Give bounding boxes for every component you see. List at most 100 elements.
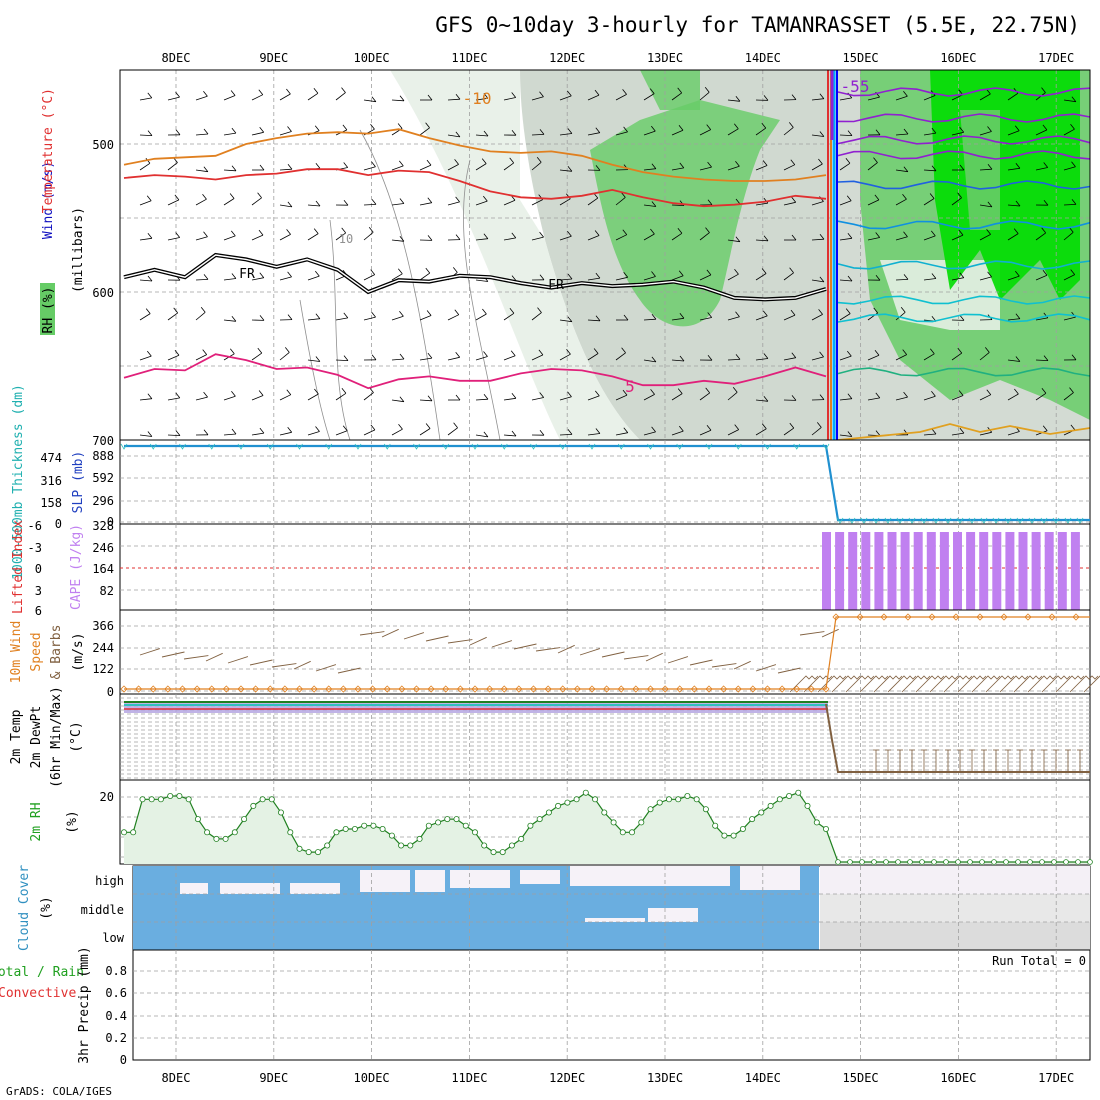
wind-barb — [475, 356, 488, 361]
date-label-bottom: 17DEC — [1038, 1071, 1074, 1085]
wind-barb — [251, 277, 264, 281]
wind-barb-flag — [342, 124, 348, 131]
rh2m-marker — [508, 842, 515, 849]
wind-barb — [615, 131, 628, 136]
date-axis-top: 8DEC 9DEC 10DEC 11DEC 12DEC 13DEC 14DEC 15DEC 16… — [162, 51, 1075, 65]
wind-barb — [727, 316, 740, 321]
wind-barb-flag — [677, 388, 683, 394]
wind-barb — [671, 317, 684, 321]
wind-barb-flag — [259, 127, 265, 133]
wind-barb-flag — [651, 356, 657, 363]
wind-barb-flag — [536, 157, 542, 163]
wind10m-marker — [573, 685, 581, 693]
rh2m-marker — [370, 822, 377, 829]
wind10m-marker — [120, 685, 128, 693]
wind-barb-flag — [481, 158, 487, 164]
wind10m-marker — [603, 685, 611, 693]
wind-barb-flag — [538, 349, 544, 356]
wind-barb-flag — [763, 235, 769, 242]
wind-barb — [475, 163, 487, 171]
wind-barb-flag — [511, 129, 517, 136]
wind-barb-flag — [1013, 228, 1019, 234]
date-label-top: 13DEC — [647, 51, 683, 65]
rh2m-marker — [453, 816, 460, 823]
wind-barb-flag — [259, 272, 265, 278]
wind-barb-flag — [509, 157, 515, 164]
wind-barb-flag — [789, 267, 794, 274]
wind-barb — [1063, 128, 1075, 136]
wind-barb-flag — [987, 126, 992, 132]
wind10m-barb — [799, 631, 825, 636]
wind-barb — [279, 352, 290, 361]
wind-barb — [867, 96, 880, 101]
rh2m-marker — [804, 802, 811, 809]
wind-barb-flag — [903, 274, 909, 280]
wind10m-barb — [1069, 675, 1099, 693]
wind-barb — [783, 427, 795, 436]
wind10m-marker — [617, 685, 625, 693]
cloud-gap — [570, 866, 680, 886]
wind-barb-flag — [875, 430, 881, 436]
wind-barb — [475, 313, 487, 321]
rh2m-marker — [847, 859, 853, 865]
wind-barb-flag — [455, 196, 460, 203]
isotherm-line — [123, 168, 827, 208]
wind-barb-flag — [452, 267, 458, 273]
thickness-tick-0: 0 — [55, 517, 62, 531]
wind-barb-flag — [511, 393, 517, 399]
date-label-bottom: 9DEC — [259, 1071, 288, 1085]
wind-barb — [951, 234, 964, 241]
wind-barb — [755, 358, 768, 361]
wind-barb — [167, 434, 181, 436]
wind-barb — [643, 93, 655, 101]
wind-barb — [559, 235, 572, 241]
wind-barb-flag — [315, 356, 321, 362]
wind-barb — [419, 164, 432, 171]
wind-barb-flag — [258, 229, 264, 236]
rh-mid-region — [640, 70, 700, 110]
wind-barb-flag — [650, 228, 655, 235]
wind-barb-flag — [847, 431, 853, 437]
wind-barb — [699, 392, 710, 401]
wind10m-marker — [237, 685, 245, 693]
wind-barb — [363, 204, 377, 206]
wind-barb — [391, 99, 405, 102]
cloud-gap — [648, 908, 698, 922]
wind10m-marker — [325, 685, 333, 693]
rh2m-marker — [1027, 859, 1033, 865]
rh2m-marker — [407, 842, 414, 849]
precip-label-total-rain: Total / Rain — [0, 965, 84, 980]
rh2m-marker — [601, 809, 608, 816]
wind-barb-flag — [483, 233, 489, 239]
wind-barb-flag — [399, 236, 405, 242]
wind-barb — [195, 198, 207, 206]
wind-barb — [895, 279, 909, 281]
wind-barb-flag — [732, 387, 738, 393]
wind-barb — [251, 131, 264, 136]
wind-barb-flag — [511, 232, 517, 239]
wind10m-marker — [281, 685, 289, 693]
wind-barb — [503, 434, 517, 437]
rh2m-marker — [305, 849, 312, 856]
rh2m-marker — [835, 859, 841, 865]
wind-barb-flag — [287, 314, 293, 320]
rh2m-marker — [638, 819, 645, 826]
wind-barb-flag — [875, 232, 881, 238]
wind-barb-flag — [873, 157, 878, 163]
wind-barb-flag — [623, 126, 628, 133]
wind-barb-flag — [427, 235, 433, 241]
cape-tick-164: 164 — [92, 562, 114, 576]
slp-marker — [296, 443, 303, 450]
wind-barb-flag — [287, 271, 292, 278]
wind-barb — [1063, 274, 1075, 281]
contour-label-fr: FR — [239, 267, 255, 282]
wind10m-marker — [486, 685, 494, 693]
wind-barb-flag — [341, 388, 347, 394]
date-axis-bottom: 8DEC 9DEC 10DEC 11DEC 12DEC 13DEC 14DEC 15DEC 16… — [162, 1071, 1075, 1085]
wind-barb-flag — [342, 425, 348, 431]
wind-barb-flag — [1014, 125, 1020, 131]
wind-barb — [867, 354, 880, 361]
wind10m-marker — [354, 685, 362, 693]
wind10m-marker — [588, 685, 596, 693]
li-tick-minus3: -3 — [28, 541, 42, 555]
